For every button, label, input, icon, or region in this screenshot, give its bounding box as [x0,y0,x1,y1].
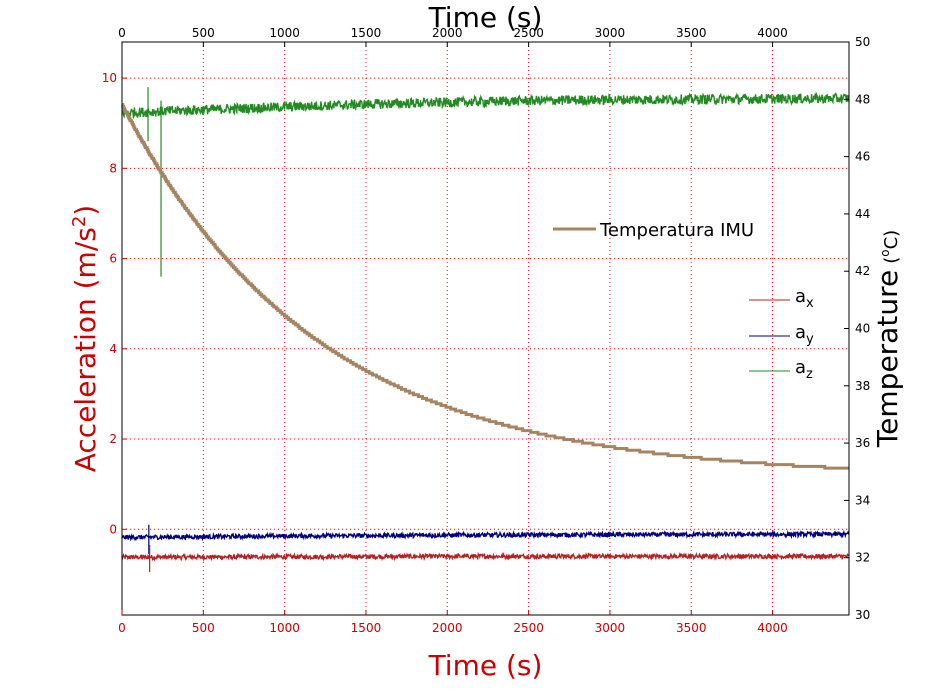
y-right-unit-post: C) [881,230,902,250]
x-bottom-tick-label: 0 [118,621,126,635]
legend-az-base: a [795,357,806,378]
y-right-unit-pre: ( [881,257,902,264]
y-left-tick-label: 10 [102,71,117,85]
y-left-tick-label: 2 [109,432,117,446]
y-right-tick-label: 50 [855,35,870,49]
x-top-tick-label: 2500 [513,26,544,40]
legend-ay-base: a [795,322,806,343]
series-line-ax [121,551,850,562]
x-top-tick-label: 1500 [351,26,382,40]
y-right-tick-label: 36 [855,436,870,450]
legend-acceleration: ax ay az [749,286,814,382]
series-line-ay [121,529,850,542]
x-bottom-tick-label: 1500 [351,621,382,635]
y-left-tick-label: 6 [109,252,117,266]
x-top-tick-label: 1000 [269,26,300,40]
x-bottom-tick-label: 4000 [757,621,788,635]
legend-temperature-label: Temperatura IMU [599,220,754,241]
legend-ax-sub: x [806,296,814,311]
y-right-tick-label: 30 [855,608,870,622]
x-bottom-tick-label: 2000 [432,621,463,635]
y-right-tick-label: 46 [855,150,870,164]
x-top-tick-label: 0 [118,26,126,40]
y-left-tick-label: 8 [109,161,117,175]
legend-temperature: Temperatura IMU [553,220,754,241]
legend-ay-sub: y [806,332,814,347]
y-left-axis-title: Acceleration (m/s2) [69,205,102,473]
x-bottom-tick-label: 2500 [513,621,544,635]
y-right-axis-title-main: Temperature [871,270,904,448]
legend-az-sub: z [806,367,813,382]
y-right-unit-sup: o [878,249,892,256]
legend-ax-label: ax [795,286,814,311]
ticks: 0050050010001000150015002000200025002500… [102,26,871,635]
x-bottom-tick-label: 3500 [676,621,707,635]
y-left-axis-title-main: Acceleration (m/s [69,227,102,472]
x-top-tick-label: 3500 [676,26,707,40]
y-right-tick-label: 48 [855,92,870,106]
y-right-tick-label: 32 [855,551,870,565]
y-right-tick-label: 38 [855,379,870,393]
y-left-tick-label: 0 [109,522,117,536]
legend-az-label: az [795,357,813,382]
y-right-axis-title: Temperature (oC) [871,230,904,448]
series-layer [121,87,850,573]
legend-ax-base: a [795,286,806,307]
x-bottom-tick-label: 500 [192,621,215,635]
y-left-axis-title-sup: 2 [69,216,90,227]
x-top-tick-label: 3000 [595,26,626,40]
x-bottom-axis-title: Time (s) [428,649,543,682]
x-top-axis-title: Time (s) [428,1,543,34]
y-right-tick-label: 42 [855,264,870,278]
x-bottom-tick-label: 1000 [269,621,300,635]
y-left-tick-label: 4 [109,342,117,356]
y-right-tick-label: 34 [855,493,870,507]
series-line-temperature [121,103,849,470]
x-top-tick-label: 4000 [757,26,788,40]
x-top-tick-label: 500 [192,26,215,40]
y-left-axis-title-end: ) [69,205,102,216]
y-right-tick-label: 44 [855,207,870,221]
legend-ay-label: ay [795,322,814,347]
series-line-az [121,91,850,120]
y-right-tick-label: 40 [855,322,870,336]
x-top-tick-label: 2000 [432,26,463,40]
x-bottom-tick-label: 3000 [595,621,626,635]
